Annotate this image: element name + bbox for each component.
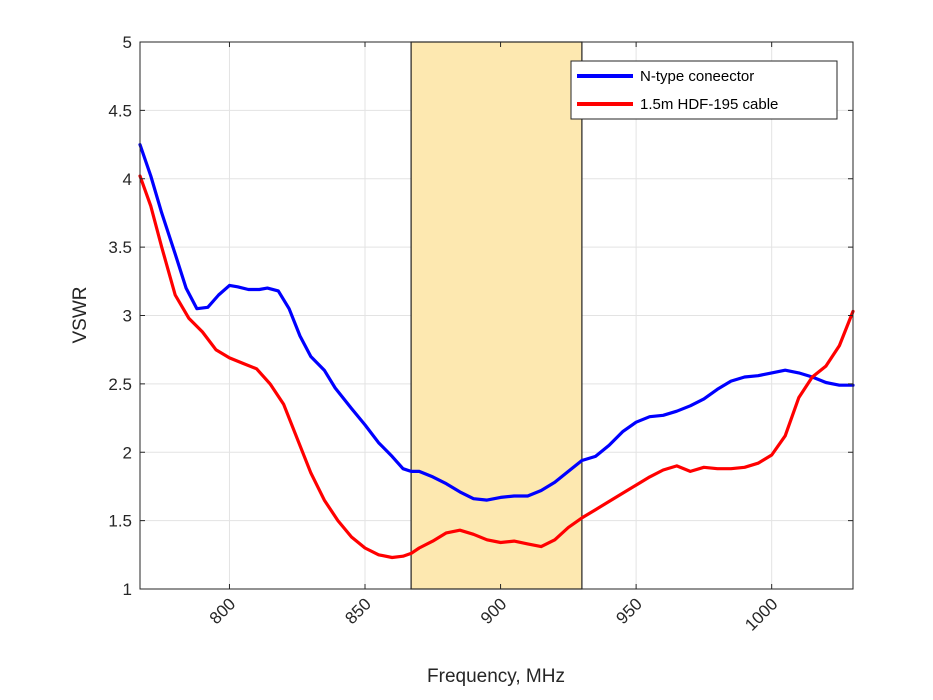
legend-label-hdf-cable: 1.5m HDF-195 cable (640, 96, 778, 113)
x-tick-label-0: 800 (206, 594, 239, 627)
y-axis-label: VSWR (70, 287, 91, 344)
x-tick-label-4: 1000 (741, 594, 781, 634)
x-tick-label-1: 850 (341, 594, 374, 627)
y-tick-label-4: 3 (123, 307, 132, 326)
series-line-0 (138, 143, 855, 502)
y-tick-label-5: 3.5 (108, 238, 132, 257)
y-tick-label-7: 4.5 (108, 101, 132, 120)
y-tick-label-3: 2.5 (108, 375, 132, 394)
x-tick-label-3: 950 (612, 594, 645, 627)
x-tick-label-2: 900 (477, 594, 510, 627)
highlight-band (410, 41, 583, 590)
series-lines (138, 143, 855, 560)
x-axis-label: Frequency, MHz (427, 666, 565, 687)
series-line-1 (138, 174, 855, 560)
y-tick-label-1: 1.5 (108, 512, 132, 531)
y-axis-ticks: 1 1.5 2 2.5 3 3.5 4 4.5 5 (108, 33, 853, 599)
legend: N-type coneector 1.5m HDF-195 cable (570, 60, 838, 120)
y-tick-label-6: 4 (123, 170, 132, 189)
y-tick-label-8: 5 (123, 33, 132, 52)
legend-label-n-type: N-type coneector (640, 68, 754, 85)
legend-box (570, 60, 838, 120)
y-tick-label-2: 2 (123, 443, 132, 462)
y-tick-label-0: 1 (123, 580, 132, 599)
